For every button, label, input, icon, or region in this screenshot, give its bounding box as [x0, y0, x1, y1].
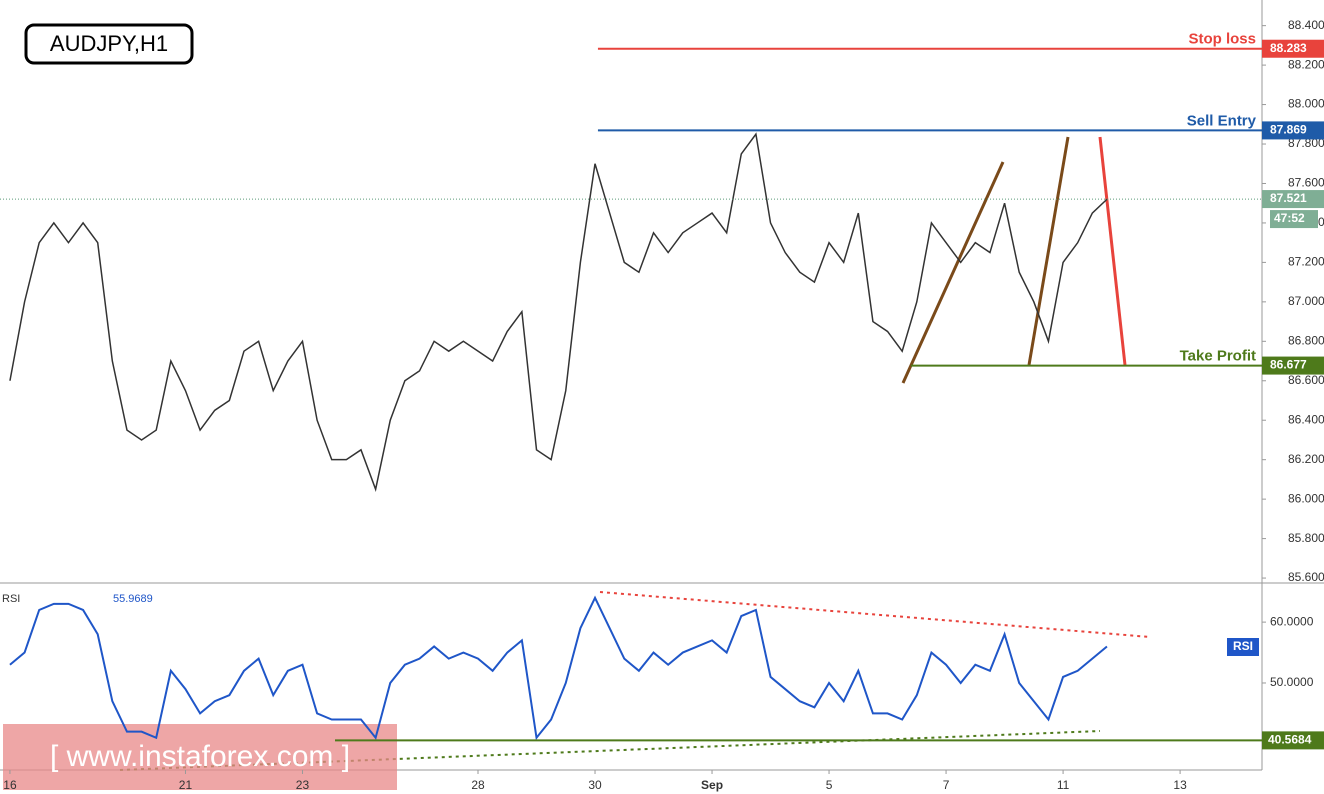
y-tick-label: 86.400	[1288, 412, 1324, 426]
y-tick-label: 87.800	[1288, 136, 1324, 150]
level-tag	[1262, 121, 1324, 140]
title-box	[24, 23, 194, 65]
x-tick-label: Sep	[701, 778, 723, 792]
x-tick-label: 30	[588, 778, 602, 792]
countdown: 47:52	[1274, 211, 1305, 225]
rsi-name-tag	[1227, 638, 1259, 656]
x-tick-label: 28	[471, 778, 485, 792]
x-tick-label: 13	[1173, 778, 1187, 792]
y-tick-label: 85.800	[1288, 531, 1324, 545]
y-tick-label: 87.000	[1288, 294, 1324, 308]
x-tick-label: 5	[826, 778, 833, 792]
countdown-tag	[1270, 210, 1318, 229]
series-line	[9, 132, 1108, 492]
y-tick-label: 86.000	[1288, 491, 1324, 505]
y-tick-label: 88.000	[1288, 97, 1324, 111]
x-tick-label: 23	[296, 778, 310, 792]
arrows	[901, 136, 1127, 384]
level-name: Stop loss	[1188, 31, 1256, 48]
y-tick-label: 87.200	[1288, 255, 1324, 269]
x-tick-label: 11	[1057, 778, 1070, 792]
level-tag-label: 86.677	[1270, 358, 1307, 372]
y-tick-label: 86.200	[1288, 452, 1324, 466]
level-name: Sell Entry	[1187, 112, 1257, 129]
y-tick-label: 86.600	[1288, 373, 1324, 387]
y-tick-label: 60.0000	[1270, 614, 1314, 628]
x-tick-label: 16	[3, 778, 17, 792]
x-tick-label: 21	[179, 778, 193, 792]
level-tag	[1262, 356, 1324, 375]
y-tick-label: 88.400	[1288, 18, 1324, 32]
watermark: [ www.instaforex.com ]	[50, 740, 350, 773]
chart-title: AUDJPY,H1	[50, 31, 168, 56]
series-line	[9, 595, 1108, 741]
level-tag	[1262, 39, 1324, 58]
level-name: Take Profit	[1180, 348, 1256, 365]
rsi-level-label: 40.5684	[1268, 733, 1312, 747]
y-tick-label: 85.600	[1288, 570, 1324, 584]
rsi-name: RSI	[1233, 639, 1253, 653]
y-tick-label: 50.0000	[1270, 675, 1314, 689]
y-tick-label: 88.200	[1288, 57, 1324, 71]
rsi-level-tag	[1262, 731, 1324, 750]
watermark-box	[3, 724, 397, 790]
y-tick-label: 86.800	[1288, 333, 1324, 347]
rsi-label: RSI	[2, 593, 20, 605]
rsi-value: 55.9689	[113, 593, 153, 605]
x-tick-label: 7	[943, 778, 950, 792]
y-tick-label: 87.600	[1288, 176, 1324, 190]
level-tag-label: 88.283	[1270, 41, 1307, 55]
price-tag	[1262, 190, 1324, 209]
price-tag-label: 87.521	[1270, 191, 1307, 205]
level-tag-label: 87.869	[1270, 123, 1307, 137]
